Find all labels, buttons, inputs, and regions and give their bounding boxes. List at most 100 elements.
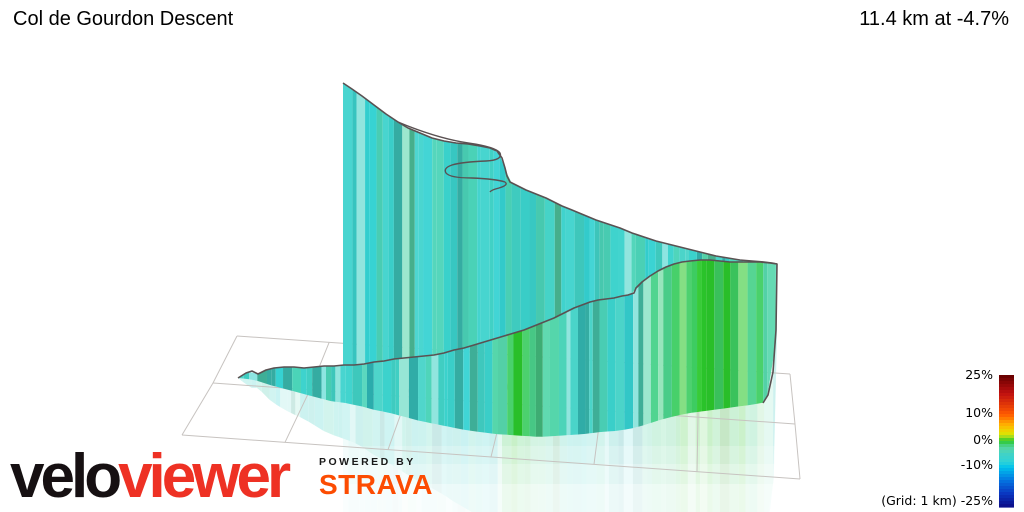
reflection-stripe bbox=[251, 379, 257, 388]
ribbon-stripe bbox=[425, 355, 432, 424]
reflection-stripe bbox=[402, 416, 406, 474]
strava-attribution[interactable]: POWERED BY STRAVA bbox=[319, 456, 433, 501]
legend-colorbar-segment bbox=[999, 378, 1014, 382]
ribbon-stripe bbox=[306, 367, 313, 397]
ribbon-stripe bbox=[365, 98, 370, 364]
ribbon-stripe bbox=[648, 238, 656, 277]
ribbon-stripe bbox=[633, 285, 639, 429]
reflection-stripe bbox=[405, 417, 412, 478]
front-curtain bbox=[238, 260, 777, 437]
reflection-stripe bbox=[314, 396, 324, 431]
ribbon-stripe bbox=[686, 260, 692, 414]
ribbon-stripe bbox=[589, 217, 595, 303]
ribbon-stripe bbox=[662, 242, 668, 269]
reflection-stripe bbox=[394, 414, 403, 472]
ribbon-stripe bbox=[345, 365, 353, 405]
reflection-stripe bbox=[275, 386, 281, 408]
ribbon-stripe bbox=[275, 367, 284, 389]
ribbon-stripe bbox=[468, 144, 478, 347]
ribbon-stripe bbox=[444, 351, 448, 427]
ribbon-stripe bbox=[585, 302, 590, 434]
legend-colorbar-segment bbox=[999, 402, 1014, 406]
logo-viewer-text: viewer bbox=[118, 442, 291, 511]
veloviewer-logo[interactable]: veloviewer bbox=[10, 446, 291, 508]
ribbon-stripe bbox=[414, 130, 419, 357]
grid-column-line bbox=[181, 335, 238, 436]
fade-band bbox=[170, 464, 910, 484]
ribbon-stripe bbox=[469, 343, 478, 432]
reflection-stripe bbox=[379, 410, 385, 461]
ribbon-stripe bbox=[574, 211, 585, 308]
legend-colorbar-segment bbox=[999, 453, 1014, 457]
ribbon-stripe bbox=[462, 143, 469, 349]
legend-colorbar-segment bbox=[999, 474, 1014, 478]
legend-colorbar-segment bbox=[999, 420, 1014, 424]
legend-colorbar-segment bbox=[999, 432, 1014, 436]
legend-colorbar-segment bbox=[999, 486, 1014, 490]
legend-colorbar-segment bbox=[999, 384, 1014, 388]
ribbon-stripe bbox=[393, 119, 403, 360]
legend-colorbar-segment bbox=[999, 438, 1014, 442]
legend-colorbar-segment bbox=[999, 489, 1014, 493]
ribbon-stripe bbox=[643, 275, 651, 426]
legend-colorbar-segment bbox=[999, 387, 1014, 391]
ribbon-stripe bbox=[631, 232, 636, 294]
ribbon-stripe bbox=[418, 355, 426, 423]
ribbon-stripe bbox=[356, 92, 366, 365]
ribbon-stripe bbox=[655, 240, 663, 273]
ribbon-stripe bbox=[457, 143, 463, 350]
fade-band bbox=[170, 446, 910, 464]
ribbon-stripe bbox=[671, 262, 680, 417]
ribbon-stripe bbox=[603, 222, 611, 300]
ribbon-stripe bbox=[443, 140, 451, 354]
route-summary: 11.4 km at -4.7% bbox=[859, 8, 1009, 30]
ribbon-stripe bbox=[679, 261, 687, 416]
legend-colorbar-segment bbox=[999, 426, 1014, 430]
ribbon-stripe bbox=[763, 262, 768, 403]
legend-colorbar-segment bbox=[999, 429, 1014, 433]
reflection-stripe bbox=[269, 384, 276, 405]
legend-colorbar-segment bbox=[999, 447, 1014, 451]
ribbon-stripe bbox=[691, 260, 698, 413]
ribbon-stripe bbox=[685, 248, 689, 262]
ribbon-stripe bbox=[352, 89, 357, 366]
ribbon-stripe bbox=[549, 315, 559, 437]
legend-tick-0: 0% bbox=[973, 432, 993, 447]
ribbon-stripe bbox=[399, 357, 409, 419]
ribbon-stripe bbox=[373, 361, 383, 412]
legend-colorbar-segment bbox=[999, 411, 1014, 415]
ribbon-stripe bbox=[409, 128, 415, 358]
ribbon-stripe bbox=[312, 366, 322, 399]
ribbon-stripe bbox=[492, 337, 499, 435]
ribbon-stripe bbox=[388, 115, 394, 361]
ribbon-stripe bbox=[529, 191, 537, 328]
ribbon-stripe bbox=[447, 349, 455, 428]
reflection-stripe bbox=[362, 406, 373, 455]
grid-column-line bbox=[789, 373, 801, 480]
ribbon-stripe bbox=[697, 260, 702, 413]
ribbon-stripe bbox=[706, 260, 715, 411]
reflection-stripe bbox=[261, 382, 270, 400]
reflection-stripe bbox=[338, 402, 343, 439]
ribbon-stripe bbox=[730, 262, 739, 408]
ribbon-stripe bbox=[522, 327, 530, 437]
reflection-stripe bbox=[384, 411, 395, 467]
reflection-stripe bbox=[355, 405, 363, 448]
legend-colorbar-segment bbox=[999, 381, 1014, 385]
ribbon-stripe bbox=[271, 367, 276, 387]
legend-colorbar-segment bbox=[999, 408, 1014, 412]
ribbon-stripe bbox=[544, 197, 555, 322]
ribbon-stripe bbox=[243, 371, 250, 380]
reflection-stripe bbox=[300, 393, 309, 422]
ribbon-stripe bbox=[366, 362, 374, 410]
ribbon-stripe bbox=[369, 101, 377, 363]
ribbon-stripe bbox=[505, 170, 512, 336]
ribbon-stripe bbox=[340, 365, 346, 404]
ribbon-stripe bbox=[679, 246, 686, 263]
ribbon-stripe bbox=[696, 251, 703, 261]
legend-colorbar-segment bbox=[999, 450, 1014, 454]
legend-colorbar-segment bbox=[999, 456, 1014, 460]
ribbon-stripe bbox=[673, 245, 680, 265]
legend-colorbar-segment bbox=[999, 477, 1014, 481]
